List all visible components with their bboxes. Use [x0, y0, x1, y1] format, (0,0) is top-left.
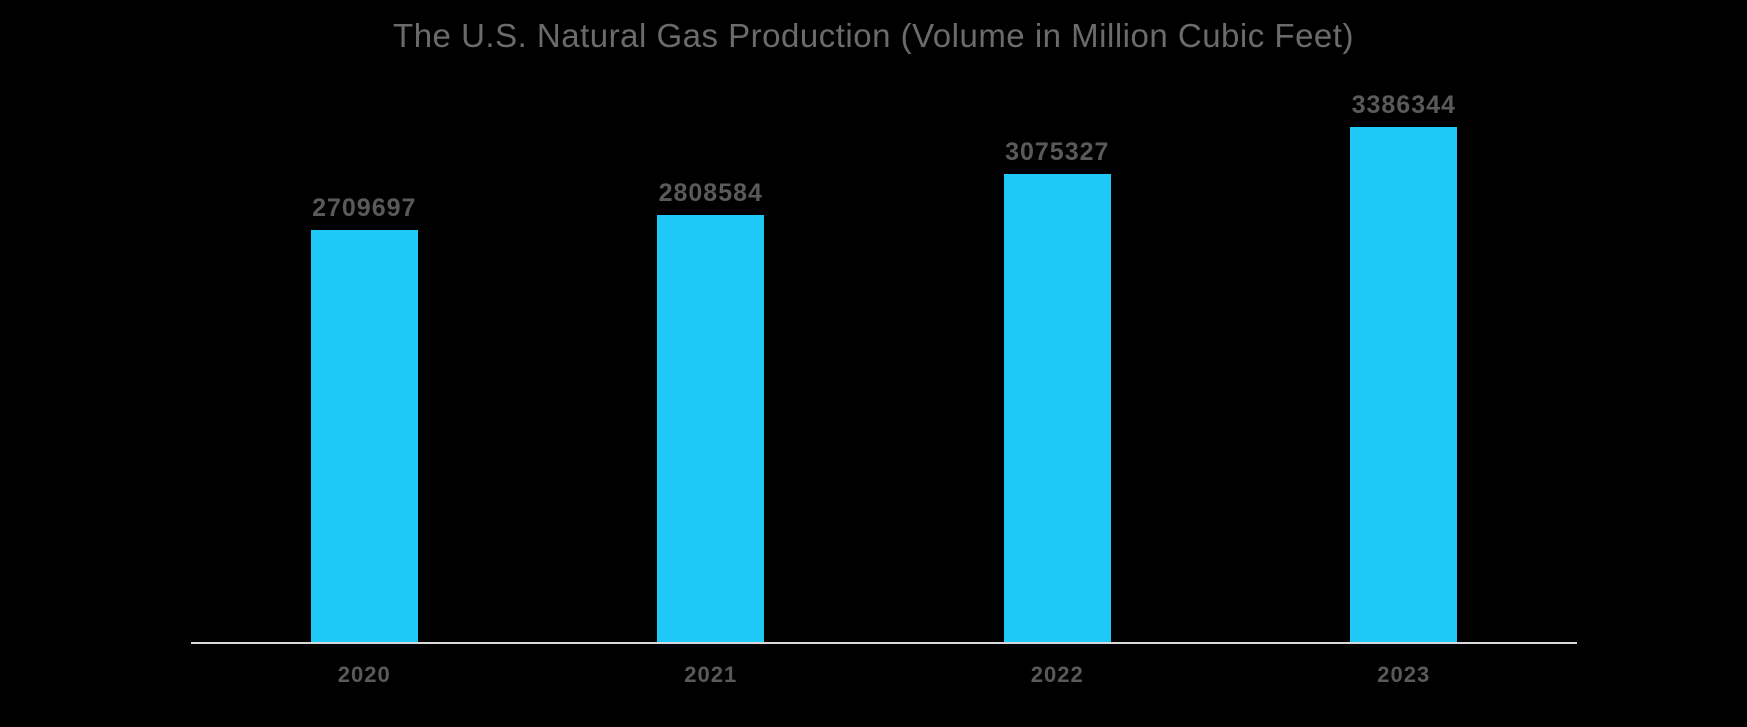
x-axis-line	[191, 642, 1577, 644]
x-axis-tick-label: 2023	[1377, 662, 1431, 687]
bar-2023	[1350, 127, 1458, 643]
bar-value-label: 3075327	[1005, 138, 1110, 166]
x-axis-tick-label: 2022	[1030, 662, 1084, 687]
chart-title: The U.S. Natural Gas Production (Volume …	[393, 17, 1354, 54]
bar-2022	[1003, 174, 1111, 643]
bar-group-2021: 2808584	[538, 181, 885, 643]
bar-value-label: 2808584	[658, 179, 763, 207]
x-axis-labels-row: 2020 2021 2022 2023	[191, 662, 1577, 688]
bar-2020	[310, 230, 418, 643]
x-axis-tick-label: 2020	[337, 662, 391, 687]
x-axis-tick-label: 2021	[684, 662, 738, 687]
bar-value-label: 3386344	[1351, 91, 1456, 119]
bar-2021	[657, 215, 765, 643]
bar-group-2023: 3386344	[1231, 93, 1578, 643]
bar-value-label: 2709697	[312, 194, 417, 222]
bars-row: 2709697 2808584 3075327 3386344	[191, 93, 1577, 643]
plot-area: 2709697 2808584 3075327 3386344 2020 2021 202…	[191, 0, 1577, 727]
bar-group-2022: 3075327	[884, 140, 1231, 643]
bar-group-2020: 2709697	[191, 196, 538, 643]
